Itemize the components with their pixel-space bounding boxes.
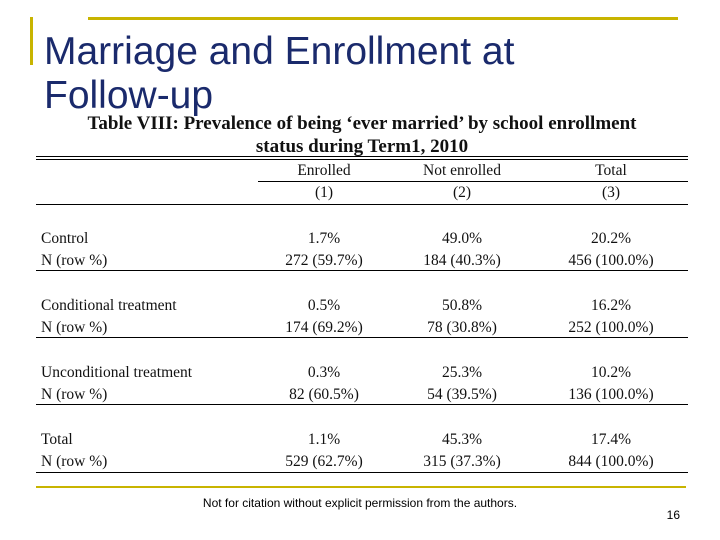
table-cell: 136 (100.0%) <box>568 386 654 403</box>
group-divider-control <box>36 270 688 271</box>
table-cell: 20.2% <box>590 230 632 247</box>
table-cell: 0.3% <box>307 364 341 381</box>
footer-note: Not for citation without explicit permis… <box>202 496 518 510</box>
header-col-number: (1) <box>314 184 334 201</box>
header-col-number: (3) <box>601 184 621 201</box>
row-label-n: N (row %) <box>41 453 108 470</box>
row-label-n: N (row %) <box>41 252 108 269</box>
group-divider-unconditional <box>36 404 688 405</box>
row-label-total: Total <box>41 431 73 448</box>
header-not-enrolled: Not enrolled <box>423 162 501 179</box>
table-cell: 10.2% <box>590 364 632 381</box>
header-col-number: (2) <box>452 184 472 201</box>
header-total: Total <box>595 162 627 179</box>
table-cell: 0.5% <box>307 297 341 314</box>
group-divider-conditional <box>36 337 688 338</box>
table-cell: 78 (30.8%) <box>427 319 497 336</box>
bottom-accent-rule <box>36 486 686 488</box>
table-cell: 184 (40.3%) <box>423 252 501 269</box>
top-accent-rule <box>88 17 678 20</box>
table-cell: 252 (100.0%) <box>568 319 654 336</box>
table-cell: 45.3% <box>441 431 483 448</box>
table-cell: 82 (60.5%) <box>289 386 359 403</box>
table-bottom-rule <box>36 472 688 473</box>
table-cell: 1.7% <box>307 230 341 247</box>
row-label-n: N (row %) <box>41 386 108 403</box>
table-cell: 174 (69.2%) <box>285 319 363 336</box>
row-label-n: N (row %) <box>41 319 108 336</box>
table-cell: 315 (37.3%) <box>423 453 501 470</box>
header-bottom-rule <box>36 204 688 205</box>
table-cell: 16.2% <box>590 297 632 314</box>
table-cell: 272 (59.7%) <box>285 252 363 269</box>
row-label-conditional-treatment: Conditional treatment <box>41 297 177 314</box>
table-top-rule-1 <box>36 156 688 157</box>
header-divider <box>258 181 688 182</box>
table-caption-line-1: Table VIII: Prevalence of being ‘ever ma… <box>87 113 637 134</box>
table-caption-line-2: status during Term1, 2010 <box>255 136 469 157</box>
table-cell: 844 (100.0%) <box>568 453 654 470</box>
table-cell: 25.3% <box>441 364 483 381</box>
table-cell: 17.4% <box>590 431 632 448</box>
table-cell: 529 (62.7%) <box>285 453 363 470</box>
table-cell: 50.8% <box>441 297 483 314</box>
header-enrolled: Enrolled <box>297 162 351 179</box>
page-number: 16 <box>666 508 680 522</box>
table-cell: 1.1% <box>307 431 341 448</box>
table-top-rule-2 <box>36 159 688 160</box>
row-label-control: Control <box>41 230 89 247</box>
row-label-unconditional-treatment: Unconditional treatment <box>41 364 193 381</box>
table-cell: 456 (100.0%) <box>568 252 654 269</box>
table-cell: 49.0% <box>441 230 483 247</box>
slide-title: Marriage and Enrollment at Follow-up <box>44 30 515 117</box>
table-caption: Table VIII: Prevalence of being ‘ever ma… <box>36 112 688 158</box>
left-accent-rule <box>30 17 33 65</box>
table-cell: 54 (39.5%) <box>427 386 497 403</box>
